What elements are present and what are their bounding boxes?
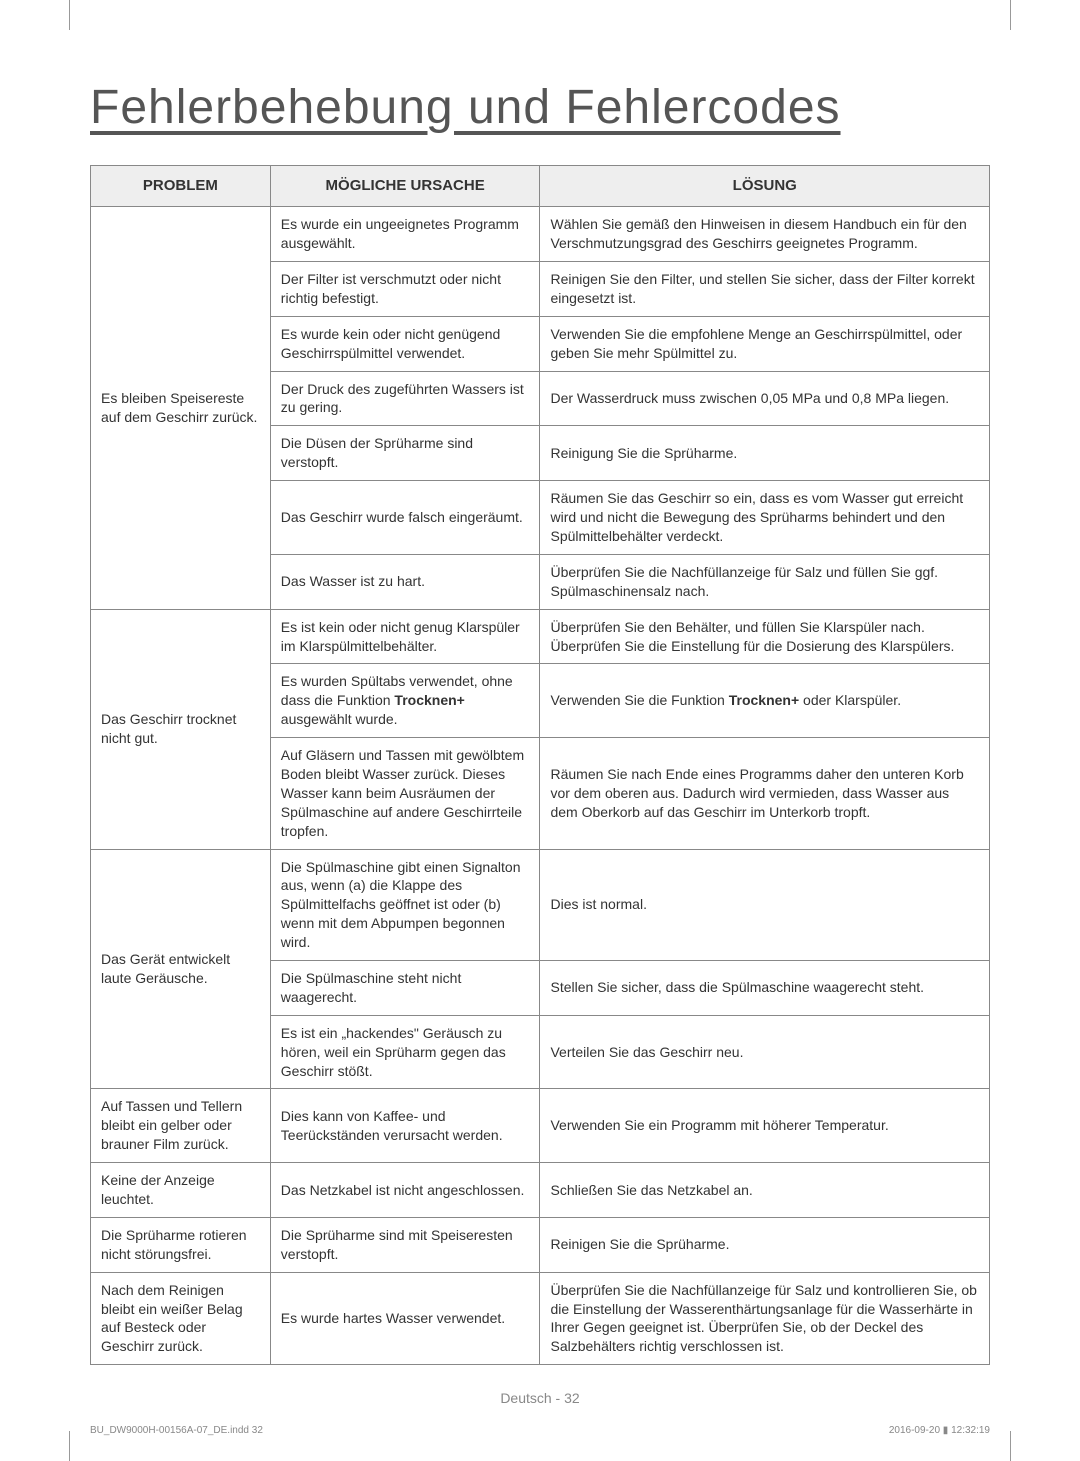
table-row: Das Gerät entwickelt laute Geräusche.Die… — [91, 849, 990, 960]
cause-cell: Es ist ein „hackendes" Geräusch zu hören… — [270, 1015, 540, 1089]
table-row: Auf Tassen und Tellern bleibt ein gelber… — [91, 1089, 990, 1163]
cause-cell: Die Düsen der Sprüharme sind verstopft. — [270, 426, 540, 481]
solution-cell: Verwenden Sie ein Programm mit höherer T… — [540, 1089, 990, 1163]
problem-cell: Keine der Anzeige leuchtet. — [91, 1163, 271, 1218]
solution-cell: Wählen Sie gemäß den Hinweisen in diesem… — [540, 207, 990, 262]
solution-cell: Überprüfen Sie die Nachfüllanzeige für S… — [540, 1272, 990, 1365]
table-row: Die Sprüharme rotieren nicht störungsfre… — [91, 1217, 990, 1272]
crop-mark — [1010, 0, 1040, 30]
page-title: Fehlerbehebung und Fehlercodes — [90, 80, 990, 135]
solution-cell: Stellen Sie sicher, dass die Spülmaschin… — [540, 960, 990, 1015]
cause-cell: Es ist kein oder nicht genug Klarspüler … — [270, 609, 540, 664]
cause-cell: Der Druck des zugeführten Wassers ist zu… — [270, 371, 540, 426]
cause-cell: Es wurden Spültabs verwendet, ohne dass … — [270, 664, 540, 738]
cause-cell: Es wurde ein ungeeignetes Programm ausge… — [270, 207, 540, 262]
crop-mark — [40, 1431, 70, 1461]
footer-filename: BU_DW9000H-00156A-07_DE.indd 32 — [90, 1425, 263, 1436]
cause-cell: Die Sprüharme sind mit Speiseresten vers… — [270, 1217, 540, 1272]
cause-cell: Es wurde kein oder nicht genügend Geschi… — [270, 316, 540, 371]
solution-cell: Räumen Sie das Geschirr so ein, dass es … — [540, 481, 990, 555]
cause-cell: Das Geschirr wurde falsch eingeräumt. — [270, 481, 540, 555]
table-row: Es bleiben Speisereste auf dem Geschirr … — [91, 207, 990, 262]
cause-cell: Die Spülmaschine gibt einen Signalton au… — [270, 849, 540, 960]
problem-cell: Auf Tassen und Tellern bleibt ein gelber… — [91, 1089, 271, 1163]
problem-cell: Nach dem Reinigen bleibt ein weißer Bela… — [91, 1272, 271, 1365]
solution-cell: Überprüfen Sie die Nachfüllanzeige für S… — [540, 554, 990, 609]
cause-cell: Es wurde hartes Wasser verwendet. — [270, 1272, 540, 1365]
table-header-row: PROBLEM MÖGLICHE URSACHE LÖSUNG — [91, 166, 990, 207]
table-row: Keine der Anzeige leuchtet.Das Netzkabel… — [91, 1163, 990, 1218]
header-solution: LÖSUNG — [540, 166, 990, 207]
solution-cell: Reinigung Sie die Sprüharme. — [540, 426, 990, 481]
footer-timestamp: 2016-09-20 ▮ 12:32:19 — [889, 1425, 990, 1436]
header-cause: MÖGLICHE URSACHE — [270, 166, 540, 207]
cause-cell: Dies kann von Kaffee- und Teerückständen… — [270, 1089, 540, 1163]
cause-cell: Das Wasser ist zu hart. — [270, 554, 540, 609]
solution-cell: Überprüfen Sie den Behälter, und füllen … — [540, 609, 990, 664]
solution-cell: Verteilen Sie das Geschirr neu. — [540, 1015, 990, 1089]
solution-cell: Verwenden Sie die empfohlene Menge an Ge… — [540, 316, 990, 371]
cause-cell: Die Spülmaschine steht nicht waagerecht. — [270, 960, 540, 1015]
solution-cell: Verwenden Sie die Funktion Trocknen+ ode… — [540, 664, 990, 738]
solution-cell: Reinigen Sie den Filter, und stellen Sie… — [540, 262, 990, 317]
header-problem: PROBLEM — [91, 166, 271, 207]
troubleshooting-table: PROBLEM MÖGLICHE URSACHE LÖSUNG Es bleib… — [90, 165, 990, 1365]
cause-cell: Der Filter ist verschmutzt oder nicht ri… — [270, 262, 540, 317]
crop-mark — [40, 0, 70, 30]
table-row: Das Geschirr trocknet nicht gut.Es ist k… — [91, 609, 990, 664]
problem-cell: Das Gerät entwickelt laute Geräusche. — [91, 849, 271, 1089]
page-number: Deutsch - 32 — [90, 1390, 990, 1406]
table-row: Nach dem Reinigen bleibt ein weißer Bela… — [91, 1272, 990, 1365]
solution-cell: Dies ist normal. — [540, 849, 990, 960]
problem-cell: Die Sprüharme rotieren nicht störungsfre… — [91, 1217, 271, 1272]
solution-cell: Räumen Sie nach Ende eines Programms dah… — [540, 738, 990, 849]
problem-cell: Es bleiben Speisereste auf dem Geschirr … — [91, 207, 271, 609]
solution-cell: Der Wasserdruck muss zwischen 0,05 MPa u… — [540, 371, 990, 426]
solution-cell: Reinigen Sie die Sprüharme. — [540, 1217, 990, 1272]
cause-cell: Auf Gläsern und Tassen mit gewölbtem Bod… — [270, 738, 540, 849]
solution-cell: Schließen Sie das Netzkabel an. — [540, 1163, 990, 1218]
footer-bottom: BU_DW9000H-00156A-07_DE.indd 32 2016-09-… — [90, 1425, 990, 1436]
cause-cell: Das Netzkabel ist nicht angeschlossen. — [270, 1163, 540, 1218]
problem-cell: Das Geschirr trocknet nicht gut. — [91, 609, 271, 849]
crop-mark — [1010, 1431, 1040, 1461]
